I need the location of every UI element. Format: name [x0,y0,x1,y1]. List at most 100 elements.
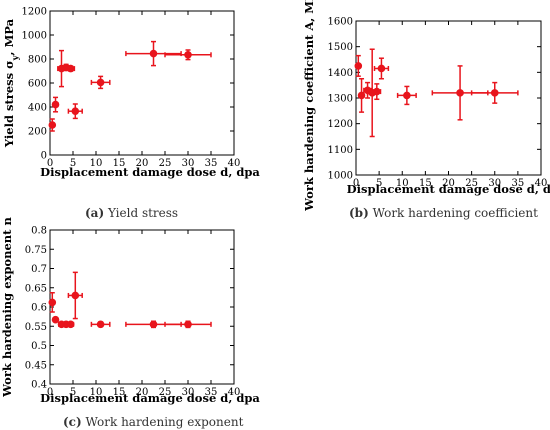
data-marker [66,64,75,73]
x-tick-label: 40 [535,178,548,189]
data-point [66,64,76,73]
data-point [357,78,366,113]
data-point [48,118,57,132]
y-tick-label: 0.8 [31,226,47,237]
x-tick-label: 5 [70,387,76,398]
x-axis-label: Displacement damage dose d, dpa [40,165,260,179]
y-tick-label: 1000 [328,171,353,182]
x-tick-label: 40 [228,158,241,169]
x-tick-label: 35 [205,387,218,398]
data-point [373,57,390,80]
data-marker [184,320,192,329]
x-tick-label: 5 [376,178,382,189]
y-axis-label: Yield stress σy, MPa [2,18,21,148]
data-point [396,85,417,106]
y-tick-label: 1600 [328,17,353,28]
x-tick-label: 30 [182,387,195,398]
data-marker [66,320,75,329]
y-tick-label: 0.75 [25,245,47,256]
x-axis-label: Displacement damage dose d, dpa [347,182,550,196]
data-point [164,320,212,329]
x-tick-label: 10 [90,387,103,398]
y-tick-label: 0.4 [31,380,47,391]
data-marker [184,51,192,59]
y-axis-label: Work hardening coefficient A, MPa [302,0,316,212]
y-tick-label: 400 [28,103,47,114]
y-tick-label: 0.65 [25,283,47,294]
x-tick-label: 35 [512,178,525,189]
data-marker [377,64,386,73]
y-tick-label: 0.7 [31,264,47,275]
panel-yield-stress: 0 5 10 15 20 25 30 35 40020040060080010001200Dis… [2,7,260,180]
plot-frame [49,229,235,385]
caption-work-hardening-exponent: (c) Work hardening exponent [63,415,243,429]
data-point [66,320,75,329]
y-axis-label: Work hardening exponent n [0,217,14,398]
x-tick-label: 10 [90,158,103,169]
y-tick-label: 0.6 [31,303,47,314]
data-point [90,320,111,329]
x-tick-label: 5 [70,158,76,169]
data-point [164,49,212,61]
y-tick-label: 0.45 [25,360,47,371]
caption-work-hardening-coefficient: (b) Work hardening coefficient [349,206,538,220]
caption-text: Yield stress [107,206,179,220]
data-point [48,292,57,313]
data-marker [149,320,158,329]
x-tick-label: 25 [465,178,478,189]
data-marker [48,298,57,307]
data-marker [71,107,80,115]
y-tick-label: 1200 [22,7,47,18]
x-tick-label: 20 [442,178,455,189]
x-tick-label: 0 [353,178,359,189]
x-tick-label: 15 [113,158,126,169]
x-tick-label: 0 [47,387,53,398]
x-tick-label: 20 [136,387,149,398]
data-marker [403,91,411,100]
data-marker [357,91,366,100]
x-tick-label: 40 [228,387,241,398]
y-tick-label: 1500 [328,42,353,53]
data-point [51,315,60,324]
caption-label: (a) [85,206,105,220]
x-tick-label: 10 [396,178,409,189]
data-point [67,271,83,320]
y-tick-label: 1000 [22,31,47,42]
panel-work-hardening-exponent: 0 5 10 15 20 25 30 35 40 0.4 0.45 0.5 0.55 0.6 0.65 0.7… [0,217,260,405]
x-tick-label: 30 [182,158,195,169]
y-tick-label: 0.5 [31,341,47,352]
data-marker [71,291,80,300]
caption-text: Work hardening coefficient [372,206,538,220]
data-point [90,75,111,90]
data-point [125,40,182,67]
panel-work-hardening-coefficient: 0 5 10 15 20 25 30 35 40 1000 1100 1200 1300 1400 1500… [302,0,550,212]
plot-frame [355,20,542,176]
y-tick-label: 0 [41,151,47,162]
data-marker [373,87,381,96]
data-marker [456,89,464,97]
x-tick-label: 25 [159,387,172,398]
y-tick-label: 800 [28,55,47,66]
x-tick-label: 35 [205,158,218,169]
caption-label: (c) [63,415,82,429]
data-point [354,54,363,77]
x-tick-label: 30 [488,178,501,189]
y-tick-label: 200 [28,127,47,138]
x-tick-label: 15 [113,387,126,398]
y-tick-label: 1100 [328,145,353,156]
caption-yield-stress: (a) Yield stress [85,206,178,220]
x-tick-label: 0 [47,158,53,169]
x-tick-label: 20 [136,158,149,169]
data-marker [96,320,105,329]
y-tick-label: 1300 [328,94,353,105]
plot-frame [49,10,235,156]
data-point [67,103,83,120]
y-tick-label: 1400 [328,68,353,79]
data-marker [354,62,363,70]
data-marker [490,89,499,97]
data-point [372,83,382,101]
y-tick-label: 600 [28,79,47,90]
x-tick-label: 15 [419,178,432,189]
x-axis-label: Displacement damage dose d, dpa [40,391,260,405]
